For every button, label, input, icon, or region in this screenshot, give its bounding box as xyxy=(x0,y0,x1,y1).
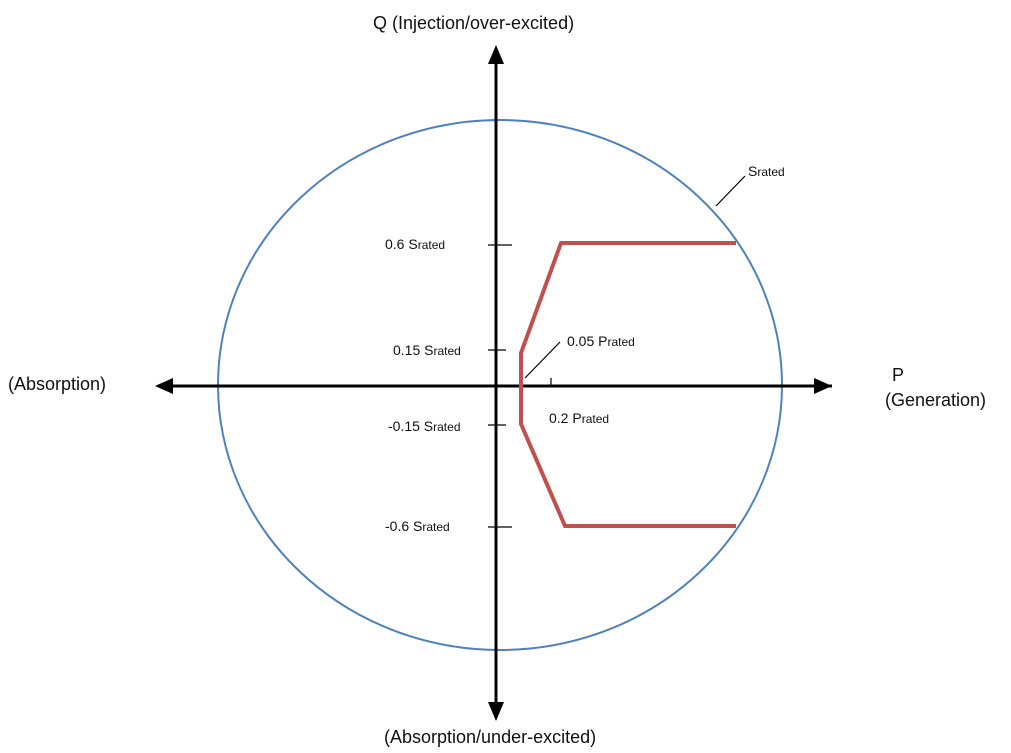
s-rated-sub: rated xyxy=(757,165,785,179)
tick-label-q-0-15: 0.15 Srated xyxy=(393,342,461,358)
p-axis-arrowhead-right xyxy=(814,378,832,394)
tick-label-p-0-05-sub: rated xyxy=(607,335,635,349)
tick-label-q-0-6-prefix: 0.6 S xyxy=(385,236,418,252)
p-positive-axis-label: P xyxy=(892,365,905,385)
q-negative-axis-label: (Absorption/under-excited) xyxy=(384,727,597,747)
tick-label-p-0-2-sub: rated xyxy=(581,412,610,426)
tick-label-p-0-2: 0.2 Prated xyxy=(549,410,609,426)
tick-label-q-0-15-prefix: 0.15 S xyxy=(393,342,434,358)
tick-label-q-m0-15-sub: rated xyxy=(433,420,461,434)
p-negative-axis-label: (Absorption) xyxy=(8,374,107,394)
tick-label-p-0-05-prefix: 0.05 P xyxy=(567,333,608,349)
tick-label-p-0-05: 0.05 Prated xyxy=(567,333,635,349)
q-axis-arrowhead-bottom xyxy=(488,702,504,721)
tick-label-q-m0-6-sub: rated xyxy=(422,520,450,534)
leader-p-0-05 xyxy=(524,341,561,379)
tick-label-q-m0-6: -0.6 Srated xyxy=(385,518,450,534)
capability-boundary xyxy=(519,241,736,528)
tick-label-q-m0-15: -0.15 Srated xyxy=(388,418,461,434)
tick-label-q-0-6: 0.6 Srated xyxy=(385,236,445,252)
p-positive-axis-sublabel: (Generation) xyxy=(885,390,987,410)
tick-label-q-0-6-sub: rated xyxy=(417,238,446,252)
q-axis-arrowhead-top xyxy=(488,45,504,64)
tick-label-q-0-15-sub: rated xyxy=(433,344,461,358)
q-positive-axis-label: Q (Injection/over-excited) xyxy=(373,13,575,33)
tick-label-q-m0-6-prefix: -0.6 S xyxy=(385,518,423,534)
leader-s-rated xyxy=(715,175,746,207)
s-rated-circle-label: Srated xyxy=(748,163,785,179)
s-rated-main: S xyxy=(748,163,758,179)
p-axis-arrowhead-left xyxy=(155,378,173,394)
tick-label-q-m0-15-prefix: -0.15 S xyxy=(388,418,434,434)
tick-label-p-0-2-prefix: 0.2 P xyxy=(549,410,582,426)
